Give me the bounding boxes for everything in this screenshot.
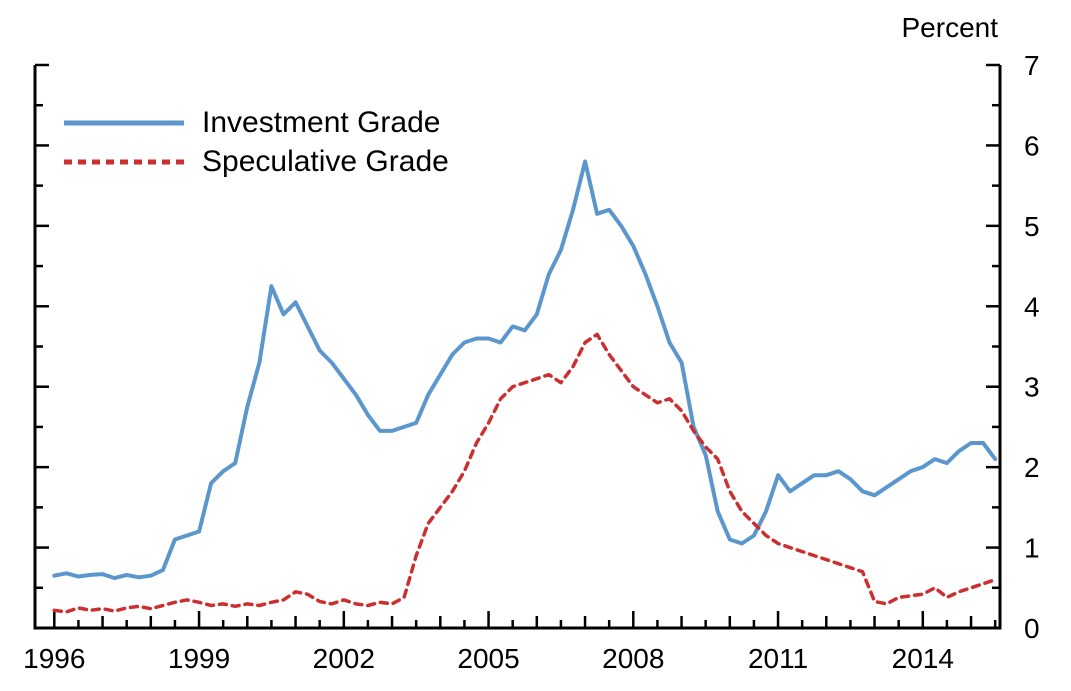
x-tick-label: 2002 (313, 643, 375, 674)
speculative-grade-line (52, 332, 997, 614)
y-tick-label: 3 (1024, 372, 1040, 403)
x-tick-label: 1996 (23, 643, 85, 674)
y-axis-unit-label: Percent (901, 12, 999, 43)
investment-grade-line (52, 159, 998, 581)
legend-label-investment-grade: Investment Grade (202, 105, 441, 139)
y-tick-label: 6 (1024, 130, 1040, 161)
investment-grade-line-sample-icon (64, 120, 184, 125)
y-tick-label: 2 (1024, 452, 1040, 483)
legend-item-investment-grade: Investment Grade (62, 104, 449, 141)
x-tick-label: 2011 (748, 643, 808, 674)
y-tick-label: 7 (1024, 50, 1040, 81)
legend-item-speculative-grade: Speculative Grade (62, 143, 449, 180)
x-tick-label: 1999 (168, 643, 230, 674)
legend-label-speculative-grade: Speculative Grade (202, 144, 449, 178)
y-tick-label: 0 (1024, 613, 1040, 644)
speculative-grade-line-sample-icon (64, 159, 184, 164)
y-tick-label: 1 (1024, 533, 1040, 564)
x-tick-label: 2008 (602, 643, 664, 674)
y-tick-label: 4 (1024, 291, 1040, 322)
y-tick-label: 5 (1024, 211, 1040, 242)
legend: Investment Grade Speculative Grade (62, 104, 449, 180)
x-tick-label: 2005 (457, 643, 519, 674)
x-tick-label: 2014 (892, 643, 954, 674)
